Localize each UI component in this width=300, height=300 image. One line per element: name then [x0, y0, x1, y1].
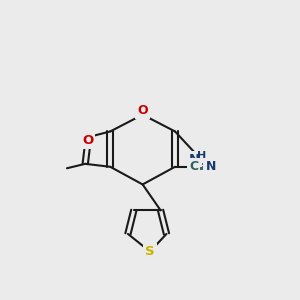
- Text: N: N: [189, 153, 200, 166]
- Text: O: O: [82, 134, 93, 147]
- Text: H: H: [191, 159, 200, 169]
- Text: N: N: [206, 160, 216, 173]
- Text: O: O: [137, 104, 148, 117]
- Text: H: H: [197, 152, 206, 161]
- Text: S: S: [145, 245, 155, 258]
- Text: C: C: [189, 160, 198, 173]
